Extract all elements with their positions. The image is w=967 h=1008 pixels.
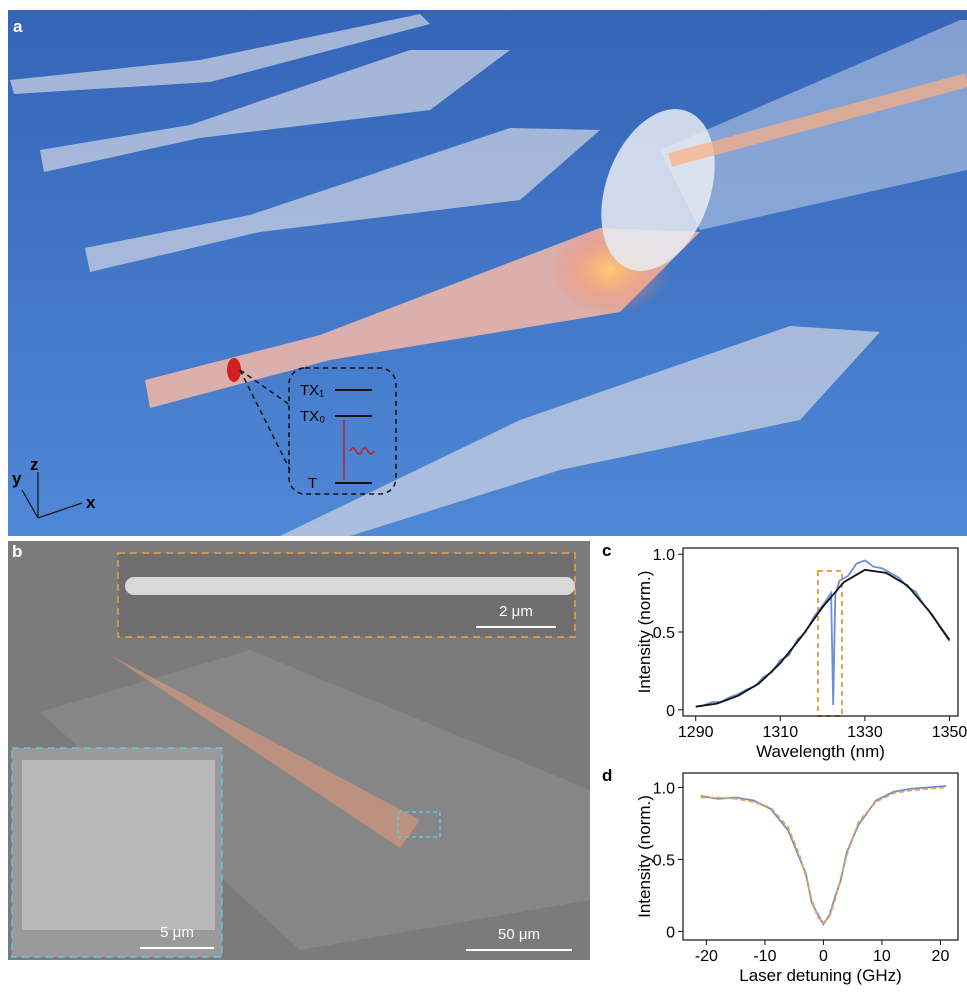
y-tick-label: 1.0 (653, 547, 675, 564)
y-tick-label: 0 (666, 924, 675, 941)
x-tick-label: 10 (873, 948, 891, 965)
level-label: TX₁ (300, 382, 324, 399)
level-label: TX₀ (300, 408, 325, 425)
nanobeam (125, 577, 575, 595)
axis-label: y (12, 469, 22, 488)
y-tick-label: 0.5 (653, 852, 675, 869)
scale-bar-label: 2 μm (499, 603, 533, 620)
scale-bar-label: 5 μm (160, 924, 194, 941)
panel-label: b (12, 542, 22, 561)
data-line (701, 787, 947, 922)
x-tick-label: 0 (819, 948, 828, 965)
x-tick-label: 1310 (763, 724, 799, 741)
y-axis-label: Intensity (norm.) (635, 571, 654, 694)
panel-label: c (602, 541, 611, 560)
panel-label: a (13, 17, 23, 36)
axis-label: x (86, 493, 96, 512)
data-line (696, 560, 950, 706)
panel-a: TX₁ TX₀ T y z x a (8, 10, 967, 536)
y-axis-label: Intensity (norm.) (635, 795, 654, 918)
x-axis-label: Wavelength (nm) (756, 742, 885, 761)
y-tick-label: 0 (666, 703, 675, 720)
x-axis-label: Laser detuning (GHz) (739, 966, 902, 985)
panel-label: d (602, 766, 612, 785)
x-tick-label: 1330 (847, 724, 883, 741)
axis-label: z (30, 455, 39, 474)
y-tick-label: 0.5 (653, 625, 675, 642)
defect (227, 358, 241, 382)
plot-frame (683, 548, 958, 716)
y-tick-label: 1.0 (653, 780, 675, 797)
x-tick-label: -20 (695, 948, 718, 965)
figure: TX₁ TX₀ T y z x a 2 μm 5 μm 50 μm b 1290… (0, 0, 967, 1003)
data-line (701, 786, 947, 924)
scale-bar-label: 50 μm (498, 926, 540, 943)
x-tick-label: 1350 (932, 724, 967, 741)
photonic-crystal (22, 760, 215, 930)
level-label: T (308, 475, 317, 492)
x-tick-label: -10 (753, 948, 776, 965)
panel-b: 2 μm 5 μm 50 μm b (8, 541, 590, 960)
data-line (696, 570, 950, 707)
x-tick-label: 20 (932, 948, 950, 965)
x-tick-label: 1290 (678, 724, 714, 741)
highlight-box (818, 571, 842, 716)
